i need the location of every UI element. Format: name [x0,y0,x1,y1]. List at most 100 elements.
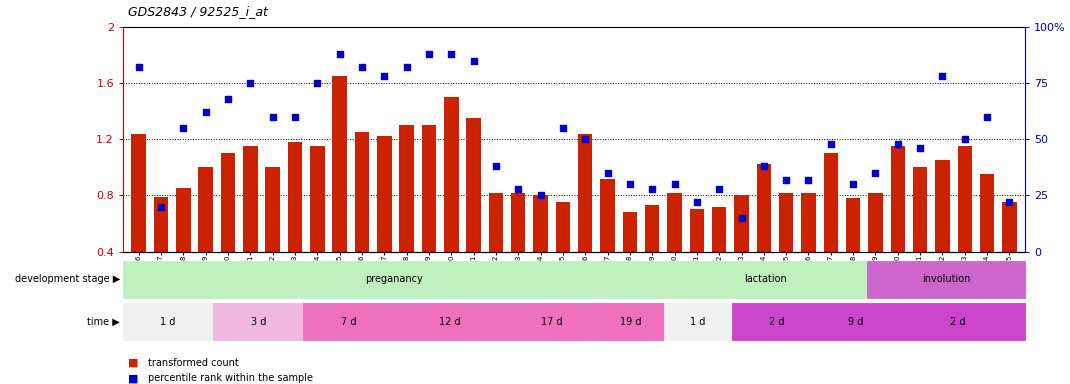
Bar [980,174,994,308]
Point [710,185,728,192]
Text: lactation: lactation [745,274,788,285]
Point [353,64,370,70]
Point [957,136,974,142]
Bar [600,179,615,308]
Point [979,114,996,120]
Text: 2 d: 2 d [769,316,784,327]
Text: preganancy: preganancy [365,274,423,285]
Point [131,64,148,70]
Bar [132,134,146,308]
Bar [578,134,593,308]
Bar [489,192,503,308]
Point [934,73,951,79]
Point [309,80,326,86]
Text: time ▶: time ▶ [87,316,120,327]
Bar [265,167,280,308]
Point [622,181,639,187]
Bar [779,192,794,308]
Bar [846,198,860,308]
Point [532,192,549,199]
Bar [333,76,347,308]
Bar [664,261,867,298]
Bar [533,195,548,308]
Point [264,114,281,120]
Bar [213,303,304,340]
Bar [288,142,302,308]
Bar [623,212,637,308]
Bar [220,153,235,308]
Point [242,80,259,86]
Text: involution: involution [922,274,970,285]
Bar [511,192,525,308]
Point [1000,199,1018,205]
Bar [123,261,664,298]
Bar [801,192,815,308]
Bar [394,303,506,340]
Bar [177,188,190,308]
Bar [890,146,905,308]
Text: ■: ■ [128,358,139,368]
Point [509,185,526,192]
Bar [689,209,704,308]
Point [889,141,906,147]
Bar [555,202,570,308]
Bar [399,125,414,308]
Point [733,215,750,221]
Text: 17 d: 17 d [540,316,563,327]
Text: transformed count: transformed count [148,358,239,368]
Point [577,136,594,142]
Text: 12 d: 12 d [439,316,461,327]
Bar [377,136,392,308]
Text: 19 d: 19 d [620,316,641,327]
Point [666,181,683,187]
Bar [123,303,213,340]
Bar [734,195,749,308]
Bar [422,125,437,308]
Bar [664,303,732,340]
Bar [243,146,258,308]
Point [487,163,504,169]
Bar [154,197,168,308]
Point [398,64,415,70]
Bar [935,160,950,308]
Text: ■: ■ [128,373,139,383]
Point [688,199,705,205]
Text: 1 d: 1 d [690,316,706,327]
Point [554,125,571,131]
Bar [958,146,972,308]
Bar [732,303,822,340]
Text: percentile rank within the sample: percentile rank within the sample [148,373,312,383]
Point [844,181,861,187]
Bar [597,303,664,340]
Bar [310,146,324,308]
Point [778,177,795,183]
Text: 2 d: 2 d [950,316,965,327]
Point [755,163,773,169]
Point [867,170,884,176]
Bar [824,153,838,308]
Text: 9 d: 9 d [849,316,863,327]
Point [443,51,460,57]
Point [219,96,236,102]
Text: development stage ▶: development stage ▶ [15,274,120,285]
Bar [645,205,659,308]
Point [287,114,304,120]
Bar [890,303,1025,340]
Bar [756,164,771,308]
Bar [304,303,394,340]
Point [197,109,214,115]
Bar [913,167,928,308]
Text: 3 d: 3 d [250,316,266,327]
Text: 1 d: 1 d [160,316,175,327]
Bar [867,261,1025,298]
Bar [444,97,459,308]
Point [331,51,348,57]
Point [376,73,393,79]
Point [421,51,438,57]
Text: GDS2843 / 92525_i_at: GDS2843 / 92525_i_at [128,5,269,18]
Point [912,145,929,151]
Point [465,58,483,64]
Point [174,125,192,131]
Bar [467,118,480,308]
Bar [1003,202,1016,308]
